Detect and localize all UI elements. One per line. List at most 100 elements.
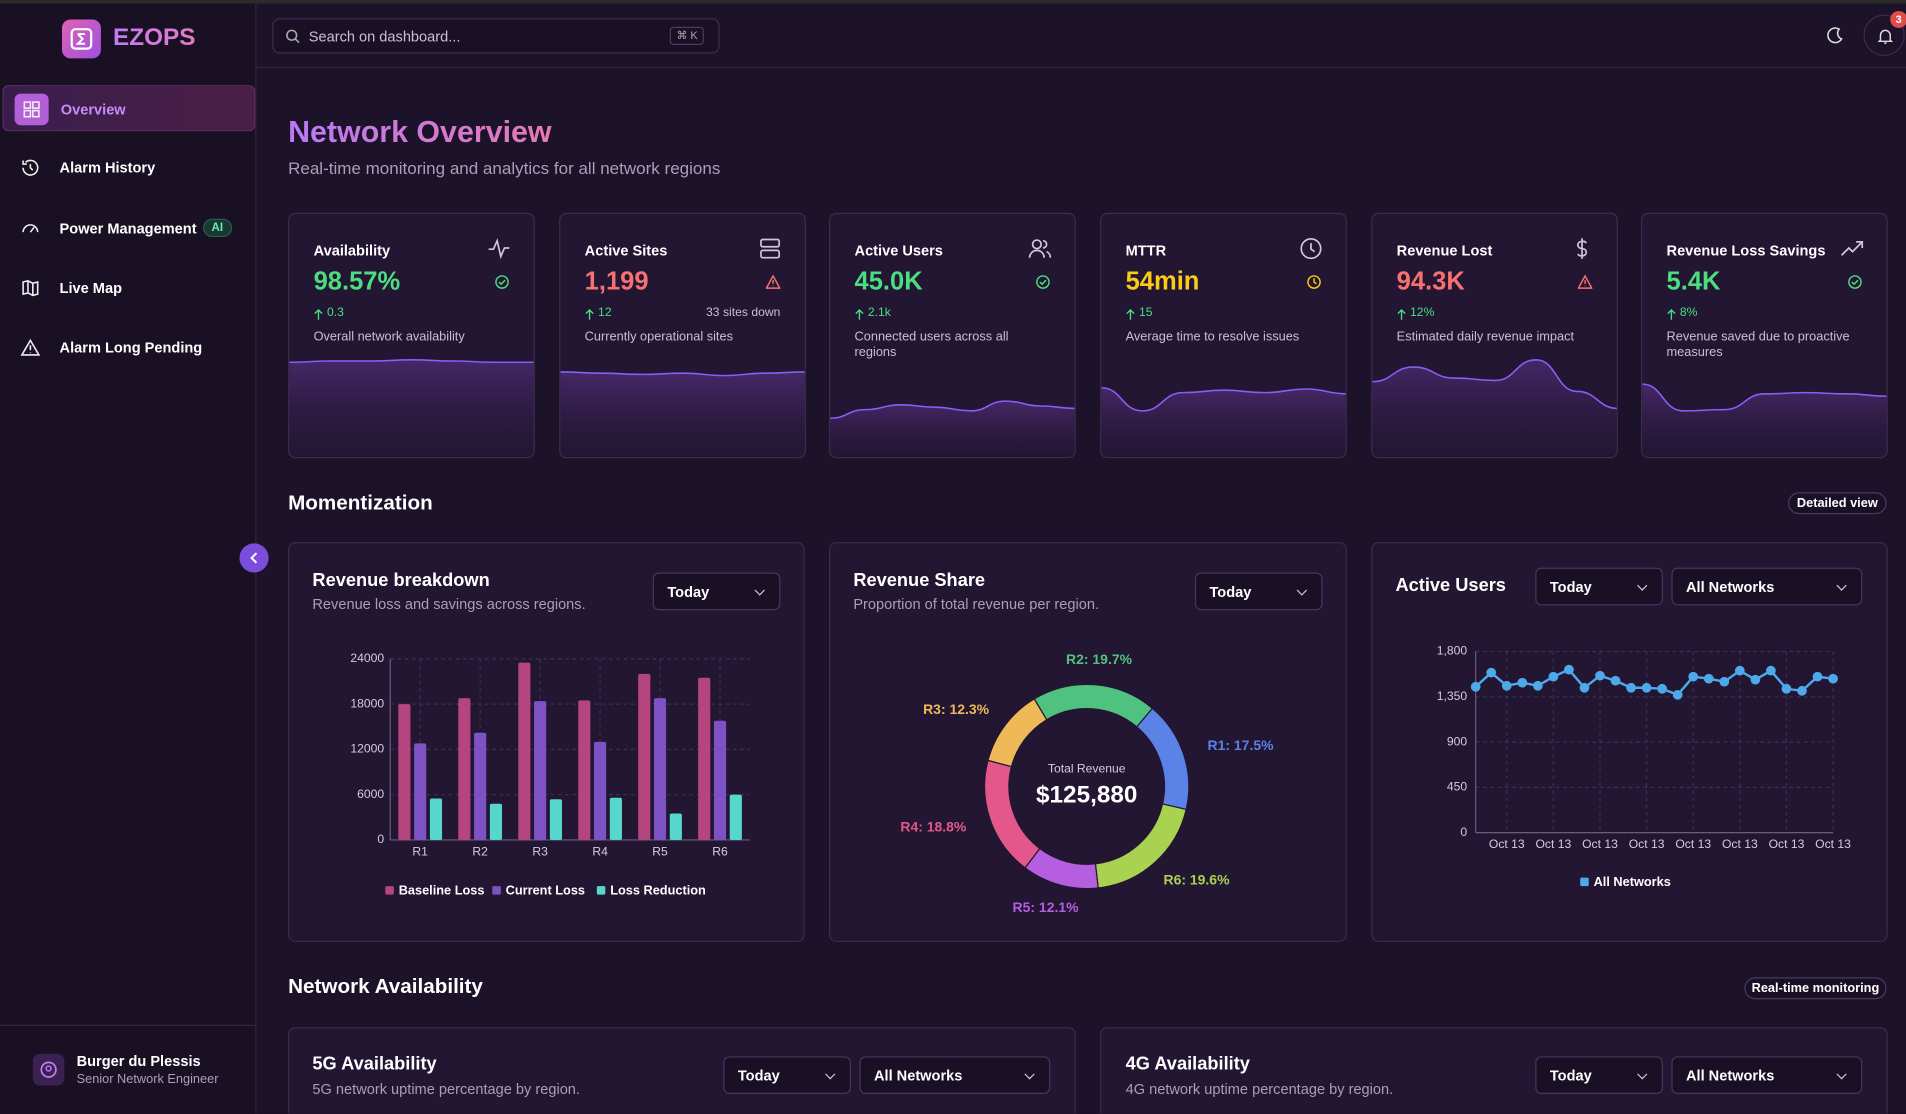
- dropdown[interactable]: Today: [1535, 567, 1663, 606]
- chart-title: Revenue breakdown: [312, 570, 490, 591]
- dropdown[interactable]: Today: [723, 1056, 851, 1095]
- notification-button[interactable]: [1863, 14, 1905, 56]
- dropdown[interactable]: All Networks: [859, 1056, 1051, 1095]
- kpi-card: Active Sites 1,199 12 33 sites down Currentl…: [559, 212, 806, 459]
- kpi-icon-glyph: [1028, 239, 1052, 258]
- section-title: Momentization: [288, 491, 433, 515]
- nav-badge: AI: [202, 218, 232, 238]
- kpi-value: 98.57%: [313, 267, 401, 296]
- kpi-status: [1307, 274, 1322, 289]
- dropdown[interactable]: All Networks: [1671, 567, 1863, 606]
- user-role: Senior Network Engineer: [76, 1072, 219, 1087]
- kpi-desc: Estimated daily revenue impact: [1396, 329, 1575, 345]
- arrow-up: [1667, 309, 1676, 320]
- kpi-label: MTTR: [1125, 241, 1167, 259]
- arrow-up: [855, 309, 864, 320]
- nav-icon: [13, 152, 47, 184]
- kpi-label: Availability: [313, 241, 391, 259]
- dropdown[interactable]: Today: [1194, 572, 1323, 611]
- notification-badge: 3: [1890, 10, 1906, 28]
- nav-icon: [14, 93, 49, 126]
- kpi-label: Active Sites: [584, 241, 668, 259]
- nav-item[interactable]: Live Map: [2, 265, 255, 311]
- nav-icon-glyph: [22, 224, 39, 233]
- kpi-status-icon: [1036, 275, 1050, 289]
- kpi-delta: 15: [1138, 306, 1153, 320]
- nav-icon: [13, 213, 47, 245]
- kpi-delta-arrow: [855, 305, 865, 320]
- detailed-view-button[interactable]: Detailed view: [1788, 492, 1887, 515]
- page-title: Network Overview: [288, 115, 552, 150]
- sparkline: [1101, 386, 1346, 458]
- theme-toggle[interactable]: [1826, 26, 1845, 45]
- kpi-desc: Overall network availability: [313, 329, 465, 345]
- kpi-icon: [487, 237, 511, 261]
- card-title: 4G Availability: [1125, 1053, 1250, 1075]
- kpi-value: 94.3K: [1396, 267, 1465, 296]
- kpi-sparkline: [560, 348, 805, 458]
- divider: [0, 1024, 256, 1026]
- sparkline: [830, 400, 1075, 458]
- kpi-icon: [1840, 237, 1864, 261]
- sidebar: [0, 3, 257, 1114]
- kpi-icon: [759, 237, 783, 261]
- nav-label: Alarm Long Pending: [59, 339, 203, 357]
- bell-icon: [1877, 29, 1894, 44]
- kpi-label: Revenue Lost: [1396, 241, 1493, 259]
- sparkline: [560, 371, 805, 458]
- nav-label: Power Management: [59, 220, 197, 238]
- nav-item[interactable]: Alarm Long Pending: [2, 325, 255, 371]
- nav-item[interactable]: Power Management AI: [2, 205, 255, 251]
- nav-item[interactable]: Overview: [2, 85, 256, 132]
- card-title: 5G Availability: [312, 1053, 437, 1075]
- kpi-card: Revenue Lost 94.3K 12% Estimated daily reve…: [1371, 212, 1618, 459]
- brand: EZOPS: [113, 24, 196, 52]
- kpi-delta-arrow: [314, 305, 324, 320]
- kpi-delta: 12%: [1410, 306, 1435, 320]
- kpi-status-icon: [1307, 275, 1321, 289]
- kpi-status: [765, 274, 782, 289]
- kpi-status-icon: [1577, 274, 1594, 289]
- realtime-button[interactable]: Real-time monitoring: [1744, 977, 1887, 1000]
- card-subtitle: 5G network uptime percentage by region.: [312, 1080, 580, 1098]
- kpi-desc: Connected users across all regions: [854, 329, 1009, 360]
- arrow-up: [314, 309, 323, 320]
- kpi-sparkline: [1642, 348, 1887, 458]
- sparkline: [1642, 383, 1887, 458]
- sparkline: [289, 359, 534, 458]
- kpi-status: [1848, 274, 1863, 289]
- kpi-icon: [1028, 237, 1052, 261]
- kpi-label: Revenue Loss Savings: [1666, 241, 1826, 259]
- kpi-card: Revenue Loss Savings 5.4K 8% Revenue saved …: [1641, 212, 1888, 459]
- kpi-icon-glyph: [1840, 241, 1864, 256]
- kpi-value: 5.4K: [1666, 267, 1721, 296]
- nav-item[interactable]: Alarm History: [2, 145, 255, 191]
- search-box[interactable]: Search on dashboard... ⌘ K: [272, 18, 720, 54]
- dropdown[interactable]: All Networks: [1671, 1056, 1863, 1095]
- collapse-button[interactable]: [239, 543, 269, 573]
- card-subtitle: 4G network uptime percentage by region.: [1125, 1080, 1394, 1098]
- kpi-card: MTTR 54min 15 Average time to resolve issue…: [1100, 212, 1347, 459]
- kpi-value: 45.0K: [854, 267, 923, 296]
- kpi-status: [1036, 274, 1051, 289]
- kpi-delta-arrow: [1397, 305, 1407, 320]
- kpi-delta: 12: [598, 306, 612, 320]
- kpi-icon: [1299, 237, 1323, 261]
- kpi-card: Active Users 45.0K 2.1k Connected users acr…: [829, 212, 1076, 459]
- kpi-desc: Revenue saved due to proactive measures: [1666, 329, 1850, 360]
- arrow-up: [585, 309, 594, 320]
- avatar[interactable]: [32, 1053, 65, 1086]
- nav-icon-glyph: [22, 159, 39, 176]
- kpi-status-icon: [495, 275, 509, 289]
- kpi-delta: 2.1k: [867, 306, 891, 320]
- kpi-icon-glyph: [1576, 238, 1588, 259]
- kpi-sparkline: [1101, 348, 1346, 458]
- search-placeholder: Search on dashboard...: [308, 27, 461, 45]
- dropdown[interactable]: Today: [1535, 1056, 1663, 1095]
- nav-icon-glyph: [22, 279, 39, 297]
- kpi-delta: 0.3: [326, 306, 344, 320]
- dropdown[interactable]: Today: [652, 572, 781, 611]
- kpi-delta: 8%: [1679, 306, 1698, 320]
- kpi-icon-glyph: [760, 238, 781, 259]
- chart-subtitle: Revenue loss and savings across regions.: [312, 595, 586, 613]
